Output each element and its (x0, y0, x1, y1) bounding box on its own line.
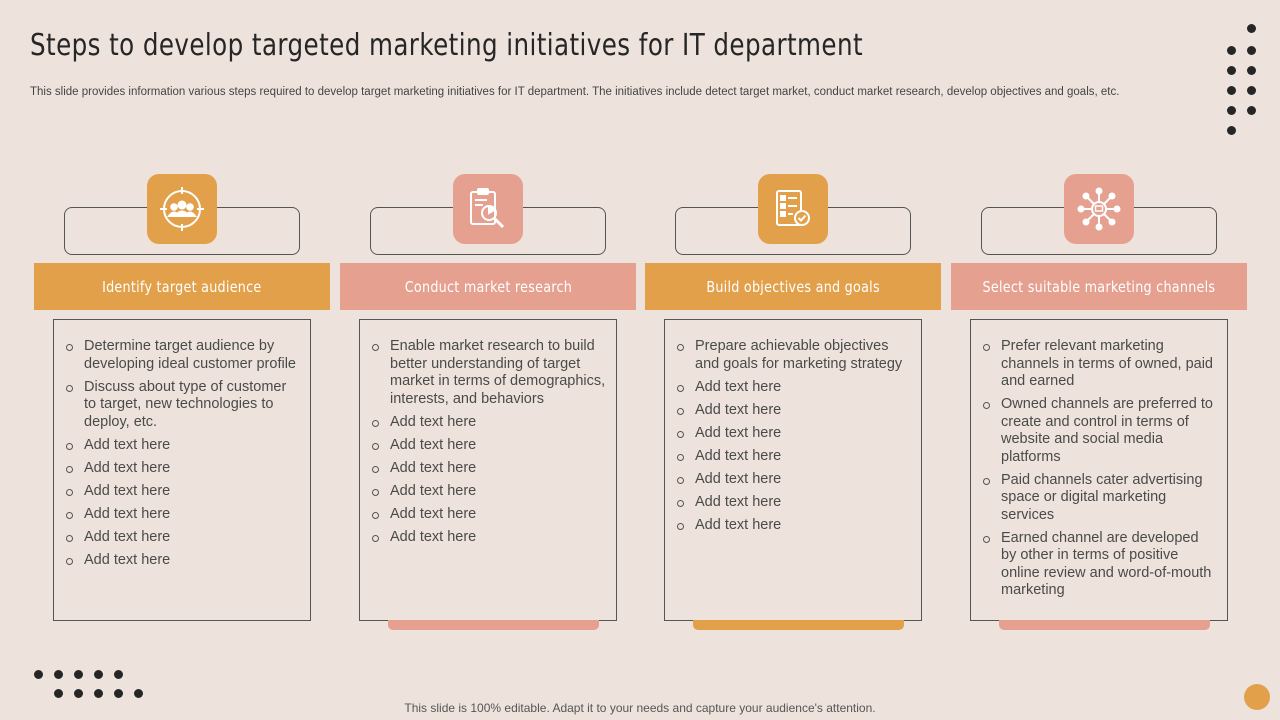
bullet-item: Add text here (370, 529, 606, 547)
bullet-item: Add text here (675, 402, 911, 420)
bullet-item: Add text here (675, 494, 911, 512)
step-column-1: Identify target audience Determine targe… (34, 0, 330, 720)
marketing-channels-network-icon (1064, 174, 1134, 244)
step-content-box: Prepare achievable objectives and goals … (664, 319, 922, 621)
page-subtitle: This slide provides information various … (30, 86, 1120, 98)
market-research-icon (453, 174, 523, 244)
bullet-item: Determine target audience by developing … (64, 338, 300, 373)
objectives-checklist-icon (758, 174, 828, 244)
step-content-box: Determine target audience by developing … (53, 319, 311, 621)
bullet-item: Add text here (64, 460, 300, 478)
bullet-item: Owned channels are preferred to create a… (981, 396, 1217, 466)
decorative-dots-top-right (1222, 24, 1262, 140)
bullet-list: Enable market research to build better u… (370, 338, 606, 546)
bullet-item: Add text here (64, 483, 300, 501)
step-column-4: Select suitable marketing channels Prefe… (951, 0, 1247, 720)
step-column-2: Conduct market research Enable market re… (340, 0, 636, 720)
bullet-list: Prefer relevant marketing channels in te… (981, 338, 1217, 600)
step-title-banner: Identify target audience (34, 263, 330, 310)
step-title: Select suitable marketing channels (982, 277, 1216, 296)
step-content-box: Enable market research to build better u… (359, 319, 617, 621)
bullet-item: Add text here (64, 437, 300, 455)
step-title: Build objectives and goals (706, 277, 880, 296)
bullet-item: Add text here (675, 425, 911, 443)
decorative-bar (693, 620, 904, 630)
step-column-3: Build objectives and goals Prepare achie… (645, 0, 941, 720)
step-title-banner: Build objectives and goals (645, 263, 941, 310)
bullet-item: Add text here (675, 517, 911, 535)
bullet-item: Add text here (64, 506, 300, 524)
bullet-item: Add text here (675, 448, 911, 466)
bullet-item: Paid channels cater advertising space or… (981, 472, 1217, 525)
bullet-item: Prepare achievable objectives and goals … (675, 338, 911, 373)
bullet-list: Prepare achievable objectives and goals … (675, 338, 911, 534)
decorative-dots-bottom-left (30, 666, 150, 702)
bullet-item: Add text here (370, 483, 606, 501)
step-content-box: Prefer relevant marketing channels in te… (970, 319, 1228, 621)
decorative-bar (999, 620, 1210, 630)
decorative-bar (388, 620, 599, 630)
bullet-item: Add text here (370, 414, 606, 432)
target-audience-icon (147, 174, 217, 244)
page-title: Steps to develop targeted marketing init… (30, 28, 864, 63)
bullet-item: Add text here (370, 437, 606, 455)
step-title-banner: Conduct market research (340, 263, 636, 310)
bullet-item: Discuss about type of customer to target… (64, 379, 300, 432)
bullet-item: Earned channel are developed by other in… (981, 530, 1217, 600)
bullet-item: Add text here (675, 471, 911, 489)
decorative-bar (82, 620, 293, 630)
decorative-circle (1244, 684, 1270, 710)
bullet-item: Add text here (370, 506, 606, 524)
bullet-item: Enable market research to build better u… (370, 338, 606, 408)
step-title-banner: Select suitable marketing channels (951, 263, 1247, 310)
bullet-item: Add text here (675, 379, 911, 397)
footer-note: This slide is 100% editable. Adapt it to… (404, 701, 876, 715)
bullet-item: Add text here (64, 529, 300, 547)
bullet-item: Prefer relevant marketing channels in te… (981, 338, 1217, 391)
step-title: Conduct market research (404, 277, 572, 296)
bullet-item: Add text here (64, 552, 300, 570)
bullet-list: Determine target audience by developing … (64, 338, 300, 569)
step-title: Identify target audience (102, 277, 262, 296)
bullet-item: Add text here (370, 460, 606, 478)
